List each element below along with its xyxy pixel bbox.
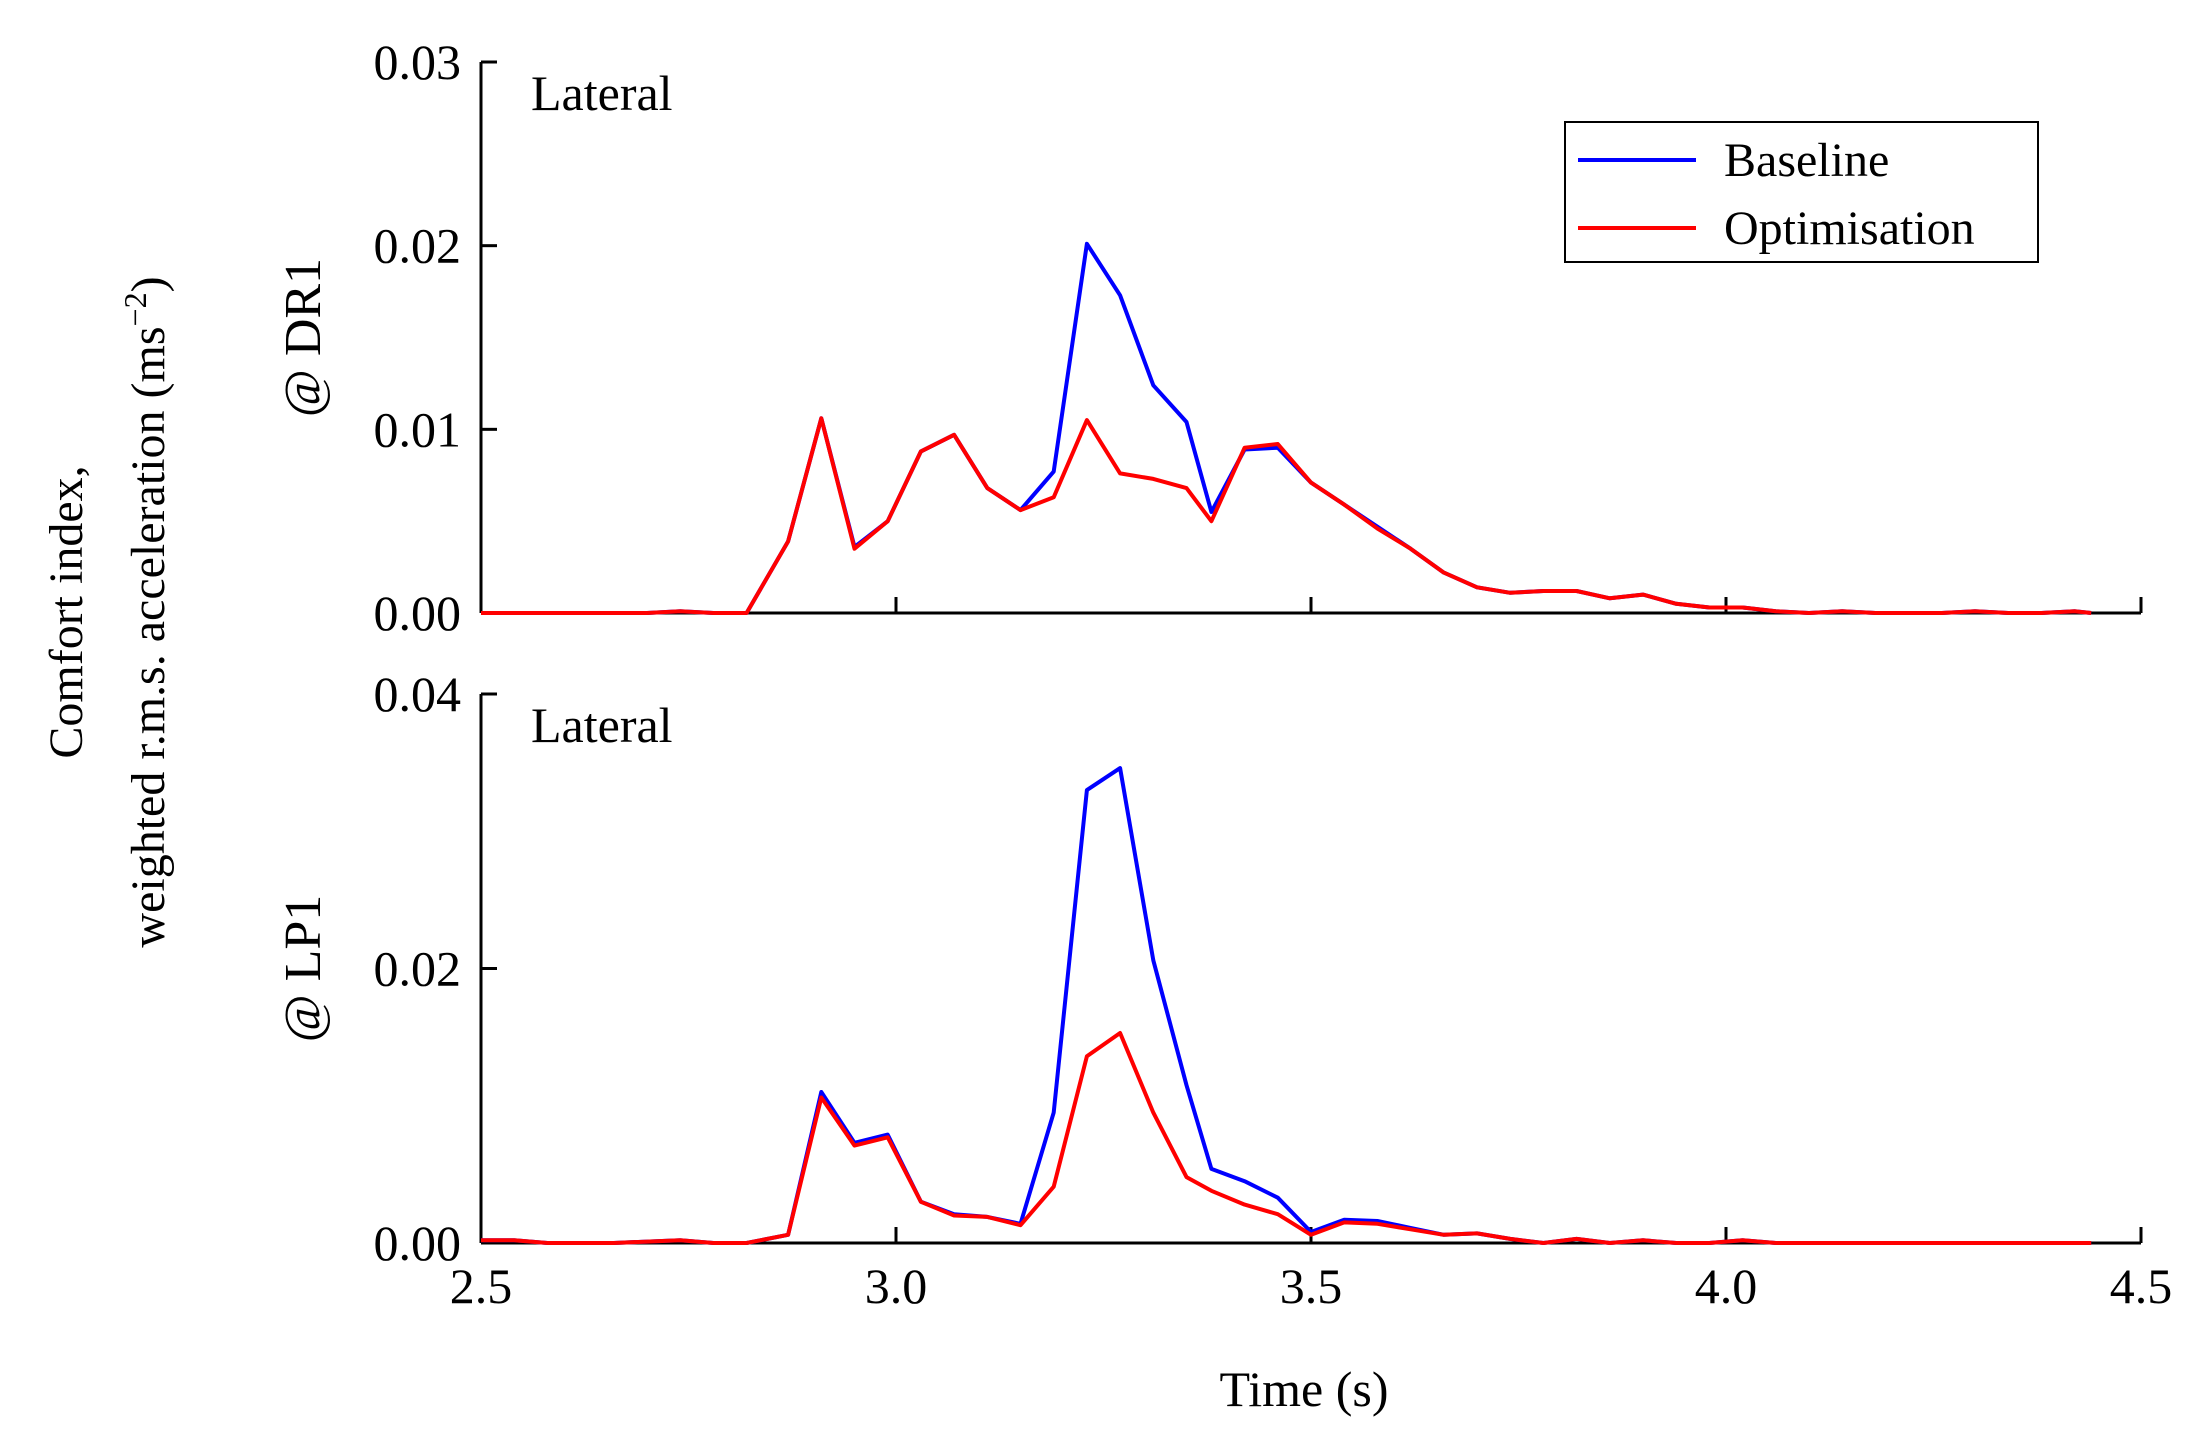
- y-tick-label: 0.03: [374, 34, 462, 90]
- y-axis-label-line2-suffix: ): [122, 276, 175, 292]
- x-tick-label: 3.5: [1280, 1258, 1343, 1314]
- panel-label: @ DR1: [275, 258, 332, 417]
- series-line-optimisation: [481, 1031, 2092, 1245]
- direction-annotation: Lateral: [531, 65, 673, 121]
- y-tick-label: 0.02: [374, 218, 462, 274]
- y-axis-label-exponent: −2: [117, 292, 153, 326]
- y-tick-label: 0.04: [374, 666, 462, 722]
- x-axis-label: Time (s): [1219, 1361, 1388, 1417]
- panel-label: @ LP1: [275, 895, 332, 1043]
- y-tick-label: 0.01: [374, 401, 462, 457]
- y-axis-label-line1: Comfort index,: [40, 465, 93, 758]
- legend-label-optimisation: Optimisation: [1724, 202, 1975, 255]
- x-tick-label: 2.5: [450, 1258, 513, 1314]
- direction-annotation: Lateral: [531, 697, 673, 753]
- y-tick-label: 0.00: [374, 585, 462, 641]
- x-tick-label: 3.0: [865, 1258, 928, 1314]
- legend: Baseline Optimisation: [1564, 121, 2039, 263]
- y-axis-label-line2-prefix: weighted r.m.s. acceleration (ms: [122, 326, 175, 947]
- series-line-baseline: [481, 241, 2092, 615]
- panel-lp1: 0.00 0.02 0.04 2.5 3.0 3.5 4.0 4.5 @ LP1 Lateral: [275, 666, 2172, 1314]
- y-tick-label: 0.00: [374, 1215, 462, 1271]
- series-line-optimisation: [481, 416, 2092, 615]
- x-tick-label: 4.5: [2110, 1258, 2173, 1314]
- y-axis-label-line2: weighted r.m.s. acceleration (ms−2): [117, 276, 175, 947]
- legend-box: [1564, 121, 2039, 263]
- x-tick-label: 4.0: [1695, 1258, 1758, 1314]
- y-tick-label: 0.02: [374, 941, 462, 997]
- legend-label-baseline: Baseline: [1724, 134, 1889, 187]
- panel-dr1: 0.00 0.01 0.02 0.03 @ DR1 Lateral: [275, 34, 2143, 641]
- series-line-baseline: [481, 766, 2092, 1245]
